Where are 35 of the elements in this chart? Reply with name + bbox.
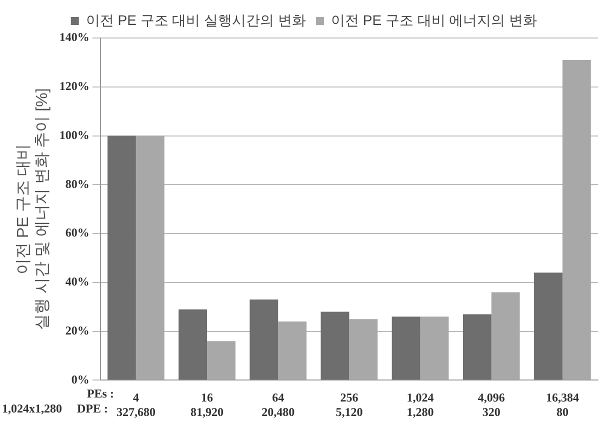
bar: [420, 316, 449, 380]
x-tick-label: 4 327,680: [116, 390, 156, 419]
bar: [207, 341, 236, 380]
y-axis-title: 이전 PE 구조 대비 실행 시간 및 에너지 변화 추이 [%]: [15, 88, 52, 330]
x-tick-label: 1,024 1,280: [406, 390, 434, 419]
bar: [562, 60, 591, 380]
y-tick-label: 40%: [65, 274, 90, 289]
bar: [534, 272, 562, 380]
bar: [250, 300, 278, 380]
x-tick-label: 16 81,920: [190, 390, 224, 419]
bar: [108, 136, 136, 380]
bar: [349, 319, 378, 380]
bar: [278, 322, 307, 380]
y-tick-label: 20%: [65, 323, 90, 338]
bar: [462, 314, 492, 380]
bar: [136, 136, 164, 380]
text: DPE :: [76, 401, 108, 416]
text: 1,024x1,280: [2, 401, 62, 416]
bar: [320, 312, 350, 380]
y-tick-label: 80%: [65, 176, 90, 191]
legend-label: 이전 PE 구조 대비 실행시간의 변화: [86, 12, 306, 28]
x-tick-label: 64 20,480: [262, 390, 295, 419]
y-tick-label: 60%: [65, 226, 90, 240]
y-tick-label: 140%: [59, 30, 90, 44]
text: PEs :: [86, 386, 114, 400]
bar: [178, 309, 208, 380]
x-tick-label: 4,096 320: [478, 390, 505, 419]
y-tick-label: 100%: [59, 128, 90, 142]
legend-label: 이전 PE 구조 대비 에너지의 변화: [331, 12, 538, 28]
y-tick-label: 120%: [59, 78, 90, 93]
x-tick-label: 16,384 80: [546, 390, 579, 419]
x-tick-label: 256 5,120: [336, 390, 363, 419]
bar: [491, 292, 520, 380]
bar: [392, 316, 420, 380]
y-tick-label: 0%: [71, 372, 90, 386]
